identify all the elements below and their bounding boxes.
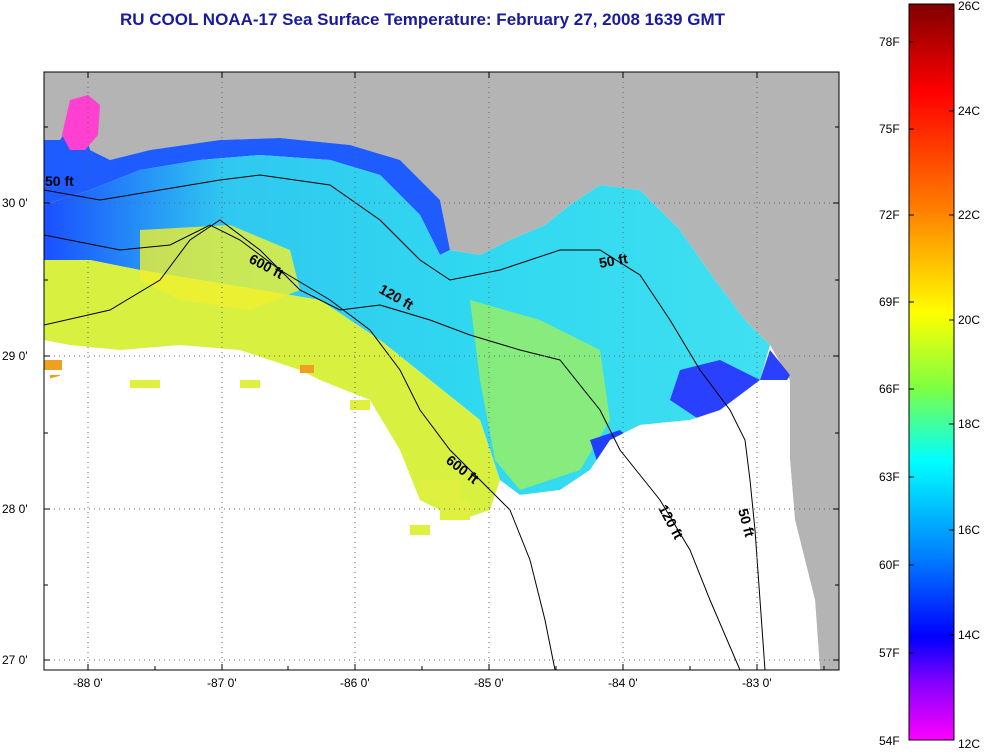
contour-600ft-line: [44, 224, 556, 670]
colorbar-label-fahrenheit: 69F: [879, 295, 900, 309]
colorbar-label-celsius: 24C: [958, 104, 980, 118]
colorbar-label-celsius: 18C: [958, 417, 980, 431]
colorbar-label-fahrenheit: 72F: [879, 208, 900, 222]
colorbar-label-celsius: 14C: [958, 628, 980, 642]
lat-tick-label: 27 0': [2, 653, 28, 667]
colorbar-label-fahrenheit: 57F: [879, 646, 900, 660]
contour-label: 50 ft: [598, 250, 629, 271]
land-mass: [44, 72, 839, 670]
lat-tick-label: 28 0': [2, 502, 28, 516]
lon-tick-label: -86 0': [340, 676, 370, 690]
colorbar-label-fahrenheit: 75F: [879, 122, 900, 136]
lon-tick-label: -84 0': [608, 676, 638, 690]
contour-label: 50 ft: [735, 507, 758, 539]
lon-tick-label: -87 0': [207, 676, 237, 690]
colorbar-label-celsius: 26C: [958, 0, 980, 13]
contour-50ft-line: [44, 174, 766, 670]
colorbar-label-celsius: 20C: [958, 313, 980, 327]
colorbar-label-fahrenheit: 66F: [879, 382, 900, 396]
lon-tick-label: -85 0': [474, 676, 504, 690]
map-border: [43, 71, 840, 671]
colorbar-label-fahrenheit: 78F: [879, 35, 900, 49]
colorbar: [908, 3, 955, 741]
colorbar-label-fahrenheit: 60F: [879, 558, 900, 572]
bathymetry-contours: [44, 174, 766, 670]
colorbar-label-fahrenheit: 63F: [879, 470, 900, 484]
coastal-cool-water: [44, 110, 450, 255]
contour-label: 50 ft: [45, 173, 74, 189]
colorbar-label-fahrenheit: 54F: [879, 734, 900, 748]
warm-water-speckles: [130, 380, 470, 535]
lat-tick-label: 30 0': [2, 196, 28, 210]
lon-tick-label: -88 0': [73, 676, 103, 690]
cloud-mask: [44, 360, 820, 670]
colorbar-ticks: [909, 3, 954, 741]
cold-patch-mobile-bay: [62, 95, 100, 150]
lat-tick-label: 29 0': [2, 349, 28, 363]
contour-120ft-line: [44, 219, 741, 670]
warm-water-patch: [140, 225, 300, 310]
page-title: RU COOL NOAA-17 Sea Surface Temperature:…: [120, 10, 725, 29]
offshore-warm-water: [44, 260, 500, 520]
axis-ticks: [44, 72, 839, 670]
green-transition-water: [470, 300, 610, 490]
colorbar-label-celsius: 12C: [958, 737, 980, 751]
colorbar-label-celsius: 22C: [958, 208, 980, 222]
lon-tick-label: -83 0': [742, 676, 772, 690]
colorbar-label-celsius: 16C: [958, 523, 980, 537]
